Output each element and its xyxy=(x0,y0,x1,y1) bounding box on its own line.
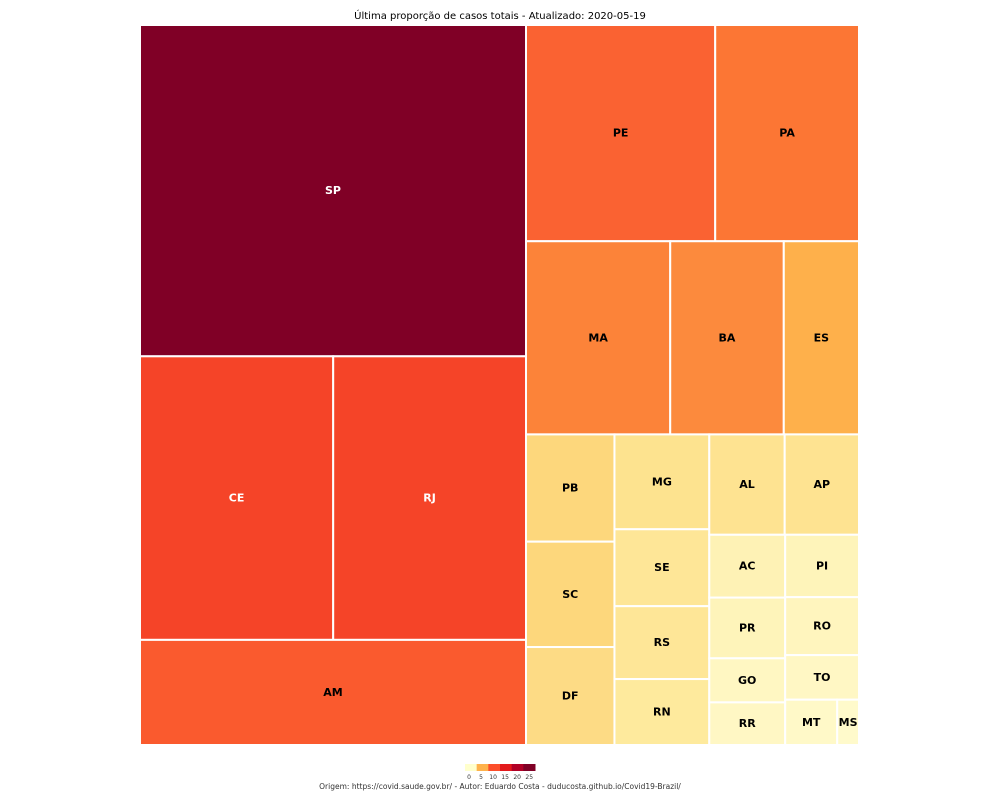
tile-df xyxy=(525,646,616,746)
tile-ro xyxy=(784,596,860,657)
tile-label-am: AM xyxy=(323,686,342,699)
tile-label-pe: PE xyxy=(613,127,629,140)
tile-ce xyxy=(139,355,335,641)
tile-label-al: AL xyxy=(739,478,755,491)
tile-label-ma: MA xyxy=(588,331,608,344)
tile-label-to: TO xyxy=(814,671,831,684)
source-caption: Origem: https://covid.saude.gov.br/ - Au… xyxy=(319,782,681,791)
tile-pr xyxy=(708,596,787,660)
tile-sc xyxy=(525,540,616,649)
tile-label-ap: AP xyxy=(814,478,831,491)
tile-label-sc: SC xyxy=(562,588,578,601)
tile-label-ba: BA xyxy=(719,331,736,344)
tile-label-se: SE xyxy=(654,561,669,574)
tile-label-mt: MT xyxy=(802,716,821,729)
tile-ms xyxy=(836,698,861,746)
tile-label-pb: PB xyxy=(562,482,578,495)
tile-label-pa: PA xyxy=(779,127,795,140)
tile-label-ce: CE xyxy=(229,492,245,505)
tile-label-rj: RJ xyxy=(423,492,436,505)
tile-sp xyxy=(139,24,528,358)
tile-label-rs: RS xyxy=(654,636,670,649)
tile-label-es: ES xyxy=(814,331,830,344)
tile-al xyxy=(708,433,786,536)
tile-label-pr: PR xyxy=(739,621,756,634)
tile-ba xyxy=(669,240,785,436)
tile-rs xyxy=(613,605,711,681)
tile-label-mg: MG xyxy=(652,475,672,488)
tile-am xyxy=(139,638,528,746)
tile-label-sp: SP xyxy=(325,184,341,197)
tile-label-ac: AC xyxy=(739,560,756,573)
tile-label-rr: RR xyxy=(739,717,756,730)
tile-es xyxy=(782,240,860,436)
chart-title: Última proporção de casos totais - Atual… xyxy=(354,11,646,22)
tile-mg xyxy=(613,433,711,531)
tile-ac xyxy=(708,533,787,599)
tile-label-ms: MS xyxy=(839,716,858,729)
tile-label-go: GO xyxy=(738,674,756,687)
tile-ap xyxy=(783,433,860,536)
tile-label-ro: RO xyxy=(813,620,831,633)
tile-label-df: DF xyxy=(562,690,579,703)
tile-label-pi: PI xyxy=(816,559,828,572)
tile-label-rn: RN xyxy=(653,706,671,719)
tile-pb xyxy=(525,433,616,543)
tile-pi xyxy=(784,533,860,599)
